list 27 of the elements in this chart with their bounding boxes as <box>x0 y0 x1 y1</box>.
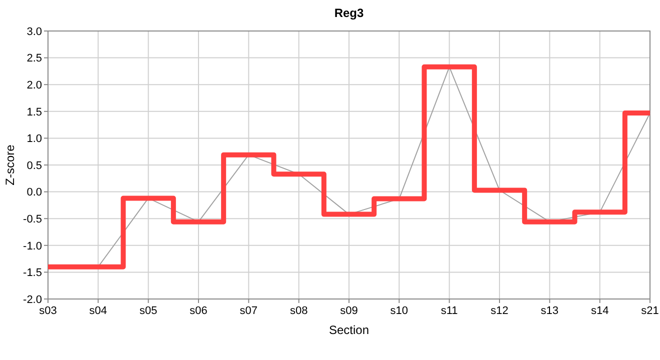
y-tick-label: 2.5 <box>26 52 42 65</box>
chart-title: Reg3 <box>334 6 364 20</box>
x-tick-label: s21 <box>641 305 659 317</box>
x-tick-label: s13 <box>540 305 559 317</box>
x-tick-label: s07 <box>240 305 258 317</box>
x-tick-label: s05 <box>139 305 158 317</box>
y-tick-label: 0.0 <box>26 186 42 199</box>
x-tick-label: s08 <box>290 305 308 317</box>
x-tick-label: s11 <box>440 305 458 317</box>
y-tick-label: 0.5 <box>26 160 42 172</box>
x-tick-label: s09 <box>340 305 358 317</box>
y-tick-label: -1.5 <box>23 267 42 280</box>
x-tick-label: s04 <box>89 305 108 317</box>
y-tick-label: 1.0 <box>26 133 42 146</box>
y-tick-label: -1.0 <box>23 240 42 252</box>
x-tick-label: s06 <box>190 305 208 317</box>
y-axis-title: Z-score <box>3 144 17 186</box>
x-tick-label: s14 <box>590 305 609 317</box>
x-tick-label: s10 <box>390 305 408 317</box>
y-tick-label: 3.0 <box>26 26 42 38</box>
y-tick-label: 2.0 <box>26 79 42 92</box>
x-tick-label: s03 <box>39 305 57 317</box>
y-tick-label: -0.5 <box>23 213 42 226</box>
y-tick-label: -2.0 <box>23 294 42 306</box>
y-tick-label: 1.5 <box>26 106 42 118</box>
x-axis-title: Section <box>328 323 370 337</box>
x-tick-label: s12 <box>490 305 508 317</box>
